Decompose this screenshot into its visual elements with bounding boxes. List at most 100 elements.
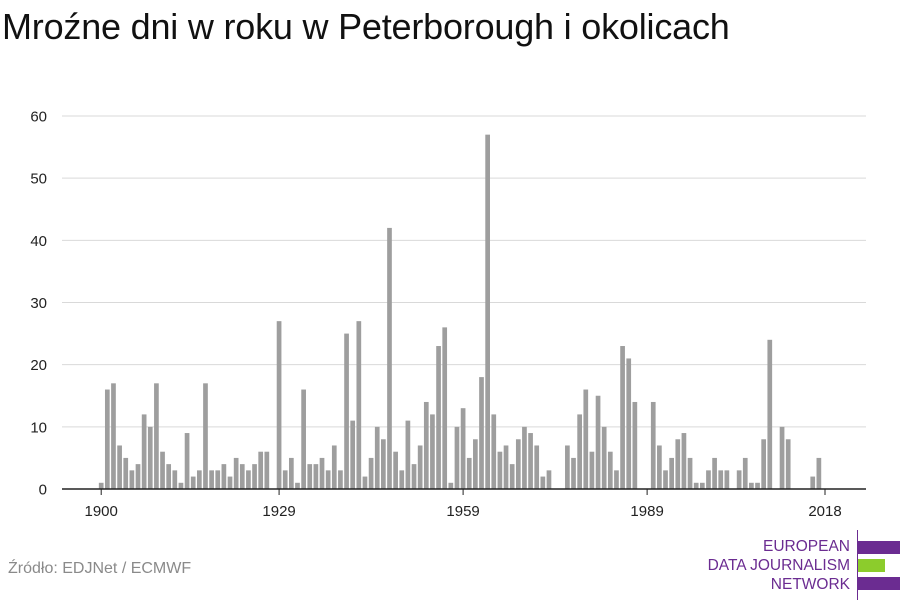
y-tick-label: 0 <box>39 482 47 499</box>
bar-1907 <box>141 414 147 489</box>
bar-1945 <box>374 426 380 489</box>
bar-1987 <box>632 401 638 489</box>
bar-1918 <box>209 470 214 489</box>
bar-1905 <box>129 470 135 489</box>
bar-1921 <box>227 476 233 489</box>
bar-2004 <box>736 470 742 489</box>
logo-line-european: EUROPEAN <box>763 538 850 555</box>
bar-1930 <box>282 470 288 489</box>
bar-1947 <box>387 227 392 489</box>
bar-2012 <box>785 439 791 489</box>
x-tick-label: 1900 <box>85 503 118 520</box>
bar-1993 <box>669 457 674 489</box>
bar-1909 <box>154 383 159 489</box>
bar-1924 <box>246 470 251 489</box>
y-axis-ticks: 0 10 20 30 40 50 60 <box>30 109 47 499</box>
y-tick-label: 60 <box>30 109 47 126</box>
bars <box>98 134 822 489</box>
bar-1965 <box>497 451 503 489</box>
bar-1999 <box>706 470 711 489</box>
bar-2006 <box>749 482 754 489</box>
bar-1935 <box>313 464 319 489</box>
bar-1904 <box>123 457 129 489</box>
bar-1951 <box>411 464 417 489</box>
bar-1916 <box>196 470 202 489</box>
logo-bar-purple-bottom <box>858 577 900 590</box>
bar-1940 <box>344 333 349 489</box>
bar-1900 <box>98 482 104 489</box>
bar-1986 <box>626 358 632 489</box>
bar-1990 <box>650 401 656 489</box>
bar-1998 <box>699 482 705 489</box>
bar-1938 <box>331 445 337 489</box>
bar-1956 <box>442 327 448 489</box>
bar-2011 <box>779 426 785 489</box>
bar-1942 <box>356 321 362 489</box>
bar-1970 <box>528 433 533 489</box>
bar-1901 <box>104 389 110 489</box>
bar-2005 <box>742 457 748 489</box>
bar-1922 <box>233 457 239 489</box>
bar-1960 <box>466 457 472 489</box>
bar-1913 <box>178 482 184 489</box>
bar-1962 <box>479 377 484 489</box>
bar-1982 <box>601 426 607 489</box>
bar-1932 <box>295 482 300 489</box>
bar-1946 <box>381 439 386 489</box>
bar-1920 <box>221 464 227 489</box>
bar-1912 <box>172 470 178 489</box>
bar-1948 <box>393 451 398 489</box>
bar-1915 <box>190 476 196 489</box>
bar-1933 <box>301 389 306 489</box>
bar-1939 <box>338 470 343 489</box>
y-tick-label: 20 <box>30 357 47 374</box>
bar-1976 <box>565 445 570 489</box>
bar-1995 <box>681 433 687 489</box>
bar-1923 <box>239 464 245 489</box>
bar-1957 <box>448 482 454 489</box>
gridlines <box>62 115 866 428</box>
bar-2008 <box>761 439 767 489</box>
x-tick-label: 2018 <box>808 503 841 520</box>
logo-bar-purple-top <box>858 541 900 554</box>
bar-1925 <box>252 464 257 489</box>
bar-1954 <box>430 414 435 489</box>
x-axis-ticks: 1900 1929 1959 1989 2018 <box>85 489 842 520</box>
bar-2001 <box>718 470 724 489</box>
y-tick-label: 40 <box>30 233 47 250</box>
bar-1980 <box>589 451 595 489</box>
bar-1952 <box>417 445 423 489</box>
bar-2016 <box>810 476 816 489</box>
bar-1963 <box>485 134 490 489</box>
logo-line-data-journalism: DATA JOURNALISM <box>707 557 850 574</box>
bar-1958 <box>454 426 460 489</box>
bar-1996 <box>687 457 693 489</box>
bar-1949 <box>399 470 405 489</box>
bar-1972 <box>540 476 546 489</box>
bar-1936 <box>319 457 325 489</box>
x-tick-label: 1929 <box>262 503 295 520</box>
y-tick-label: 10 <box>30 419 47 436</box>
bar-2009 <box>767 339 773 489</box>
bar-2017 <box>816 457 822 489</box>
bar-1967 <box>509 464 515 489</box>
bar-1906 <box>135 464 141 489</box>
bar-1950 <box>405 420 411 489</box>
bar-2007 <box>755 482 760 489</box>
bar-1991 <box>657 445 662 489</box>
bar-2000 <box>712 457 717 489</box>
bar-1910 <box>160 451 165 489</box>
bar-1984 <box>614 470 619 489</box>
bar-1959 <box>460 408 466 489</box>
bar-1971 <box>534 445 540 489</box>
logo-bar-green <box>858 559 885 572</box>
chart-title: Mroźne dni w roku w Peterborough i okoli… <box>2 6 730 47</box>
x-tick-label: 1959 <box>446 503 479 520</box>
y-tick-label: 30 <box>30 295 47 312</box>
bar-2002 <box>724 470 730 489</box>
logo-divider <box>857 530 858 600</box>
bar-1944 <box>368 457 374 489</box>
bar-1926 <box>258 451 264 489</box>
bar-1955 <box>436 346 441 489</box>
